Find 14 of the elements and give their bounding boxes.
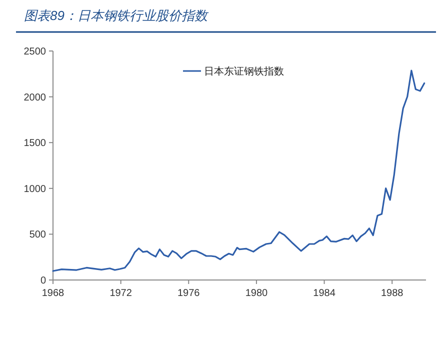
x-tick-label: 1980 [245,288,268,299]
x-tick-label: 1972 [110,288,132,299]
chart-title: 图表89：日本钢铁行业股价指数 [24,8,210,23]
x-tick-label: 1988 [380,288,404,299]
y-tick-label: 0 [40,276,46,286]
x-tick-label: 1984 [313,288,336,299]
y-tick-label: 2500 [24,46,46,58]
y-tick-label: 500 [29,230,46,241]
x-tick-label: 1976 [178,288,200,299]
y-tick-label: 1500 [24,138,46,150]
y-tick-label: 2000 [24,92,46,104]
x-tick-label: 1968 [42,288,65,299]
y-tick-label: 1000 [24,184,46,195]
legend-label: 日本东证钢铁指数 [204,66,284,78]
